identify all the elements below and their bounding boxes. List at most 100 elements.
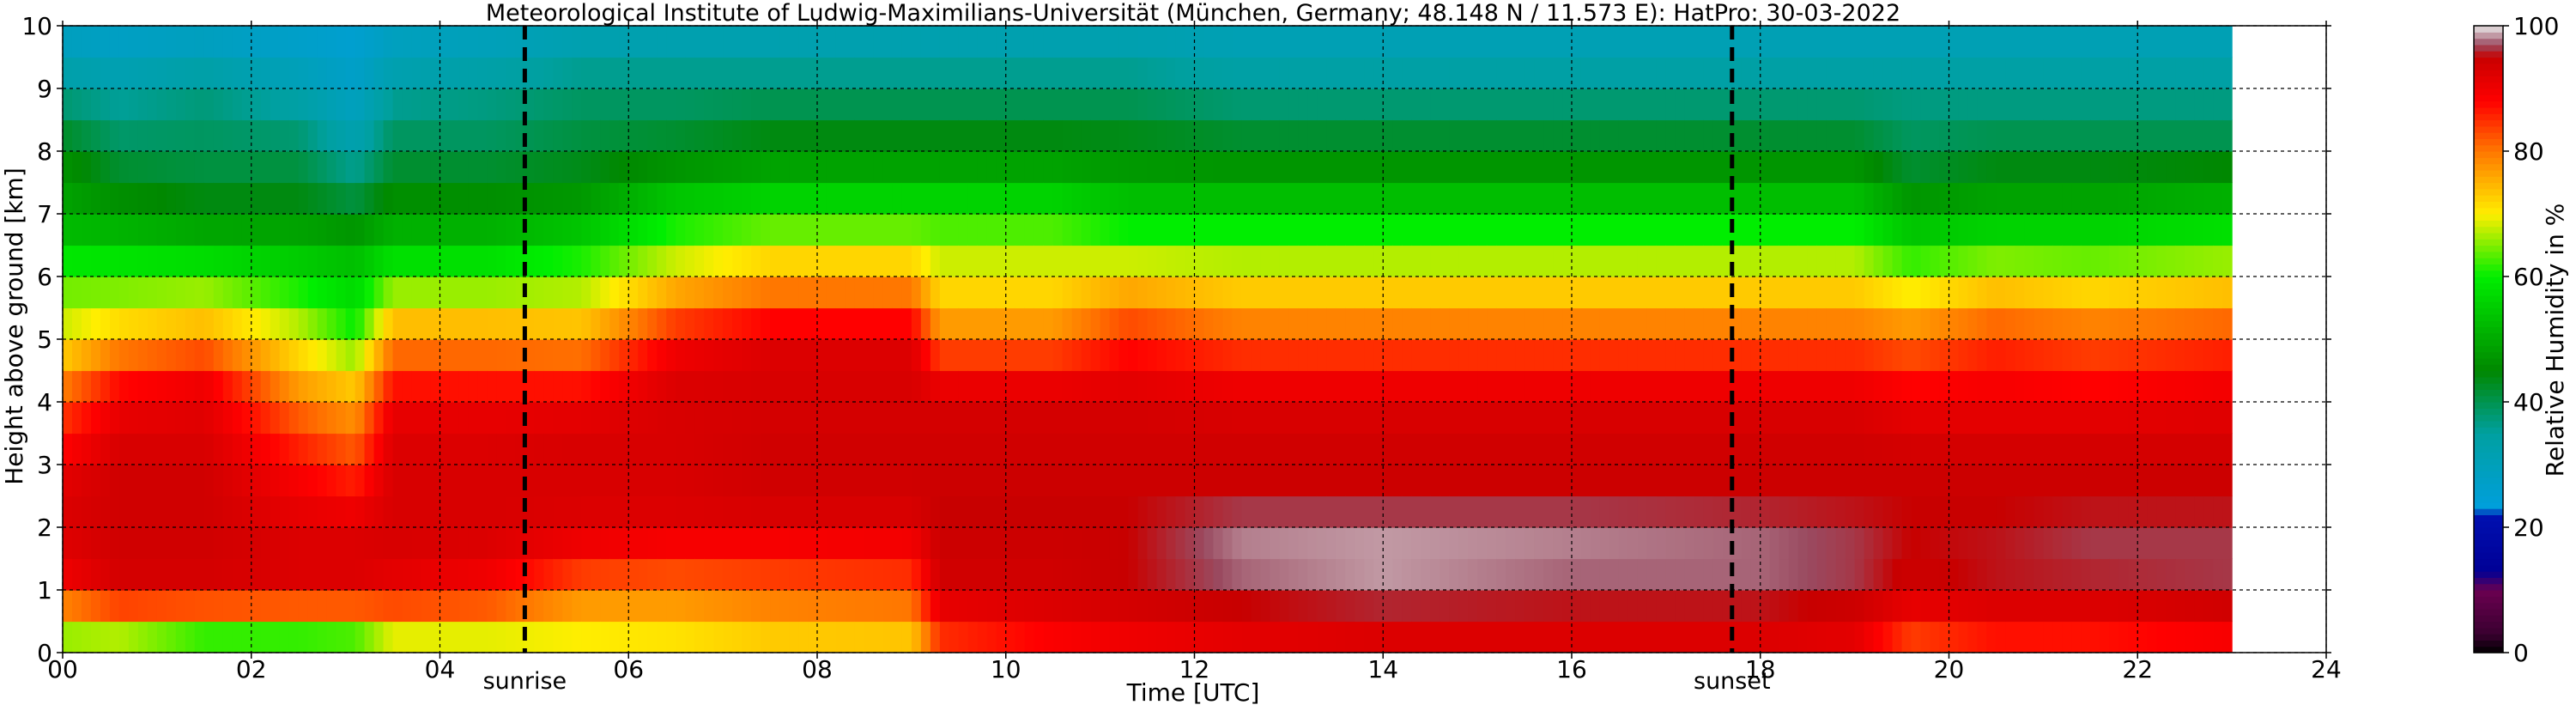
heatmap-cell — [1750, 182, 1761, 215]
heatmap-cell — [1694, 182, 1705, 215]
heatmap-cell — [694, 245, 705, 277]
heatmap-cell — [63, 245, 73, 277]
heatmap-cell — [1845, 402, 1856, 434]
heatmap-cell — [1251, 245, 1262, 277]
heatmap-cell — [185, 245, 196, 277]
heatmap-cell — [185, 57, 196, 89]
heatmap-cell — [524, 182, 535, 215]
heatmap-cell — [1553, 433, 1563, 465]
heatmap-cell — [421, 26, 432, 58]
heatmap-cell — [524, 88, 535, 121]
heatmap-cell — [666, 57, 676, 89]
heatmap-cell — [355, 119, 366, 152]
heatmap-cell — [355, 433, 366, 465]
heatmap-cell — [1052, 182, 1064, 215]
heatmap-cell — [439, 621, 451, 653]
heatmap-cell — [638, 433, 648, 465]
heatmap-cell — [147, 307, 158, 340]
heatmap-cell — [1373, 151, 1384, 184]
heatmap-cell — [2185, 495, 2195, 528]
heatmap-cell — [1100, 339, 1111, 372]
heatmap-cell — [364, 57, 375, 89]
heatmap-cell — [222, 151, 233, 184]
heatmap-cell — [553, 307, 563, 340]
heatmap-cell — [591, 151, 601, 184]
heatmap-cell — [1930, 88, 1941, 121]
heatmap-cell — [1750, 57, 1761, 89]
heatmap-cell — [1996, 245, 2007, 277]
heatmap-cell — [1892, 527, 1903, 560]
heatmap-cell — [1411, 402, 1421, 434]
heatmap-cell — [2128, 433, 2138, 465]
heatmap-cell — [251, 151, 262, 184]
heatmap-cell — [685, 57, 695, 89]
heatmap-cell — [137, 433, 148, 465]
heatmap-cell — [666, 307, 676, 340]
heatmap-cell — [1901, 245, 1912, 277]
heatmap-cell — [288, 276, 300, 309]
heatmap-cell — [1449, 465, 1459, 497]
heatmap-cell — [524, 621, 535, 653]
heatmap-cell — [1260, 433, 1270, 465]
heatmap-cell — [1882, 370, 1894, 403]
heatmap-cell — [1052, 245, 1064, 277]
heatmap-cell — [1222, 433, 1233, 465]
heatmap-cell — [742, 339, 752, 372]
heatmap-cell — [439, 527, 451, 560]
heatmap-cell — [1449, 151, 1459, 184]
heatmap-cell — [100, 276, 111, 309]
heatmap-cell — [882, 527, 894, 560]
heatmap-cell — [1185, 558, 1196, 591]
heatmap-cell — [2109, 621, 2119, 653]
heatmap-cell — [2100, 370, 2110, 403]
heatmap-cell — [1194, 590, 1205, 623]
heatmap-cell — [1590, 558, 1601, 591]
heatmap-cell — [882, 26, 894, 58]
heatmap-cell — [260, 370, 271, 403]
heatmap-cell — [1090, 57, 1101, 89]
heatmap-cell — [1449, 370, 1459, 403]
heatmap-cell — [694, 151, 705, 184]
heatmap-cell — [118, 151, 130, 184]
heatmap-cell — [920, 465, 931, 497]
heatmap-cell — [1496, 245, 1506, 277]
heatmap-cell — [779, 276, 790, 309]
heatmap-cell — [1506, 119, 1516, 152]
heatmap-cell — [1534, 558, 1544, 591]
heatmap-cell — [100, 182, 111, 215]
heatmap-cell — [1967, 276, 1979, 309]
heatmap-cell — [1213, 119, 1224, 152]
heatmap-cell — [1015, 182, 1026, 215]
heatmap-cell — [1590, 182, 1601, 215]
heatmap-cell — [1949, 558, 1960, 591]
heatmap-cell — [449, 527, 460, 560]
heatmap-cell — [109, 151, 120, 184]
heatmap-cell — [203, 433, 215, 465]
heatmap-cell — [1609, 590, 1620, 623]
heatmap-cell — [1524, 558, 1535, 591]
heatmap-cell — [1760, 465, 1771, 497]
heatmap-cell — [317, 465, 328, 497]
heatmap-cell — [1033, 558, 1045, 591]
heatmap-cell — [2137, 151, 2148, 184]
heatmap-cell — [1826, 590, 1837, 623]
heatmap-cell — [967, 119, 979, 152]
heatmap-cell — [2062, 621, 2072, 653]
heatmap-cell — [1722, 307, 1733, 340]
heatmap-cell — [1816, 465, 1827, 497]
heatmap-cell — [2043, 339, 2053, 372]
heatmap-cell — [1194, 621, 1205, 653]
heatmap-cell — [402, 527, 413, 560]
heatmap-cell — [2043, 465, 2053, 497]
heatmap-cell — [1996, 307, 2007, 340]
heatmap-cell — [854, 433, 865, 465]
heatmap-cell — [496, 339, 507, 372]
heatmap-cell — [619, 590, 629, 623]
heatmap-cell — [1524, 26, 1535, 58]
heatmap-cell — [487, 590, 498, 623]
heatmap-cell — [458, 590, 470, 623]
heatmap-cell — [600, 151, 610, 184]
heatmap-cell — [1298, 370, 1308, 403]
heatmap-cell — [2081, 370, 2091, 403]
heatmap-cell — [251, 402, 262, 434]
